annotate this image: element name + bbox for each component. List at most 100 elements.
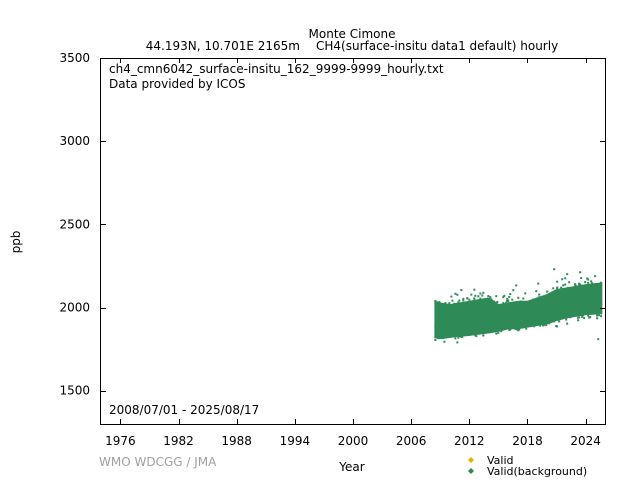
data-point	[502, 302, 505, 305]
data-point	[475, 335, 478, 338]
data-point	[448, 302, 451, 305]
data-point-spike	[460, 289, 463, 292]
data-point	[564, 283, 567, 286]
y-tick-label: 1500	[59, 384, 90, 398]
data-point	[487, 295, 490, 298]
data-point-spike	[479, 292, 482, 295]
data-point	[543, 323, 546, 326]
data-point-low	[566, 322, 569, 325]
provider-label: Data provided by ICOS	[109, 77, 245, 91]
data-point-spike	[508, 295, 511, 298]
data-layer	[434, 268, 603, 344]
data-point-spike	[474, 294, 477, 297]
data-point	[525, 327, 528, 330]
data-point-spike	[482, 291, 485, 294]
data-point-spike	[537, 282, 540, 285]
data-point	[507, 299, 510, 302]
data-point-spike	[456, 293, 459, 296]
data-point-spike	[509, 293, 512, 296]
data-point-spike	[568, 281, 571, 284]
data-point	[579, 283, 582, 286]
data-point	[457, 336, 460, 339]
data-point-spike	[594, 275, 597, 278]
data-point-spike	[470, 293, 473, 296]
data-point	[600, 301, 603, 304]
data-point-low	[443, 340, 446, 343]
data-point-low	[583, 317, 586, 320]
data-point	[558, 320, 561, 323]
data-point	[495, 332, 498, 335]
data-point	[438, 301, 441, 304]
y-tick-label: 2500	[59, 217, 90, 231]
legend: Valid Valid(background)	[468, 454, 587, 478]
data-point	[458, 299, 461, 302]
data-point-spike	[556, 280, 559, 283]
data-point-spike	[454, 292, 457, 295]
data-point-spike	[561, 278, 564, 281]
chart-subtitle-location: 44.193N, 10.701E 2165m	[146, 39, 300, 53]
data-point-spike	[587, 278, 590, 281]
y-axis-label: ppb	[9, 231, 23, 254]
data-point-low	[556, 325, 559, 328]
data-point	[462, 299, 465, 302]
legend-marker-valid	[468, 457, 474, 463]
data-point	[461, 335, 464, 338]
data-point	[562, 284, 565, 287]
data-point	[434, 299, 437, 302]
data-point	[574, 283, 577, 286]
data-point	[556, 286, 559, 289]
data-point	[466, 297, 469, 300]
y-tick-label: 3500	[59, 51, 90, 65]
legend-label-background: Valid(background)	[487, 465, 587, 478]
data-point	[451, 299, 454, 302]
data-point	[505, 301, 508, 304]
period-label: 2008/07/01 - 2025/08/17	[109, 403, 259, 417]
data-point	[493, 300, 496, 303]
data-point-spike	[473, 288, 476, 291]
data-point	[511, 298, 514, 301]
data-point-spike	[586, 277, 589, 280]
data-point	[596, 314, 599, 317]
data-point	[591, 282, 594, 285]
data-point	[490, 298, 493, 301]
y-tick-label: 2000	[59, 301, 90, 315]
file-name-label: ch4_cmn6042_surface-insitu_162_9999-9999…	[109, 62, 444, 76]
chart-title: Monte Cimone	[309, 27, 396, 41]
data-point-spike	[502, 296, 505, 299]
data-point	[479, 297, 482, 300]
data-point-band	[600, 282, 603, 315]
data-point	[565, 318, 568, 321]
data-point-low	[577, 319, 580, 322]
data-point	[587, 281, 590, 284]
data-point	[590, 280, 593, 283]
data-point	[473, 297, 476, 300]
legend-label-valid: Valid	[487, 454, 514, 467]
x-tick-label: 1982	[163, 434, 194, 448]
legend-marker-background	[468, 468, 474, 474]
data-point	[489, 296, 492, 299]
data-point	[546, 290, 549, 293]
data-point-spike	[579, 271, 582, 274]
data-point	[477, 295, 480, 298]
data-point	[468, 298, 471, 301]
data-point-spike	[580, 276, 583, 279]
data-point-low	[600, 315, 603, 318]
data-point	[560, 286, 563, 289]
data-point	[434, 338, 437, 341]
data-point	[539, 324, 542, 327]
x-axis-label: Year	[338, 460, 364, 474]
data-point-outlier	[597, 338, 600, 341]
data-point-spike	[450, 295, 453, 298]
plot-frame	[100, 58, 606, 425]
x-tick-label: 1988	[221, 434, 252, 448]
data-point	[600, 281, 603, 284]
data-point	[548, 322, 551, 325]
data-point-spike	[506, 297, 509, 300]
data-point	[553, 320, 556, 323]
tick-layer: 1976 1982 1988 1994 2000 2006 2012 2018 2024 3500…	[59, 51, 605, 448]
data-point	[581, 315, 584, 318]
x-tick-label: 2006	[396, 434, 427, 448]
data-point	[522, 297, 525, 300]
data-point-spike	[515, 284, 518, 287]
